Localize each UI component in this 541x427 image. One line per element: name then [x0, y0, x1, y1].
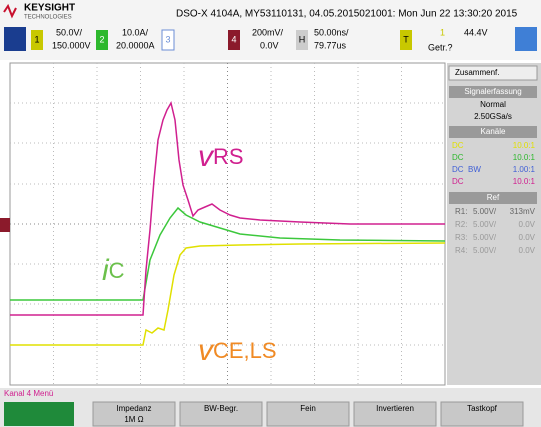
h-box[interactable] — [296, 30, 308, 50]
channel-coupling: DC — [452, 177, 464, 186]
softkey-label: BW-Begr. — [204, 404, 238, 413]
ref-scale: 5.00V/ — [473, 207, 497, 216]
channel-coupling: DC — [452, 141, 464, 150]
t-level: 44.4V — [464, 27, 488, 37]
ref-offset: 0.0V — [519, 220, 536, 229]
top-bar — [0, 0, 541, 60]
acq-rate: 2.50GSa/s — [474, 112, 512, 121]
channel-ratio: 10.0:1 — [513, 141, 536, 150]
channel-ratio: 10.0:1 — [513, 177, 536, 186]
acq-header — [449, 86, 537, 98]
softkey[interactable] — [440, 401, 524, 427]
channels-header — [449, 126, 537, 138]
brand-sub: TECHNOLOGIES — [24, 15, 72, 21]
ch4-box[interactable] — [228, 30, 240, 50]
softkey-coupling[interactable] — [4, 402, 74, 426]
logo — [3, 3, 17, 19]
t-id: T — [403, 34, 409, 44]
softkey-label: Impedanz — [116, 404, 151, 413]
channels-title: Kanäle — [481, 127, 506, 136]
h-delay: 79.77us — [314, 40, 347, 50]
channel-bw: BW — [468, 165, 481, 174]
ch2-scale: 10.0A/ — [122, 27, 149, 37]
ref-scale: 5.00V/ — [473, 233, 497, 242]
channel-coupling: DC — [452, 165, 464, 174]
ch2-box[interactable] — [96, 30, 108, 50]
ch1-scale: 50.0V/ — [56, 27, 83, 37]
ref-scale: 5.00V/ — [473, 220, 497, 229]
ref-name: R4: — [455, 246, 467, 255]
t-status: Getr.? — [428, 42, 453, 52]
annotation-vce: vCE,LS — [198, 334, 277, 367]
softkey[interactable] — [92, 401, 176, 427]
tool-icon[interactable] — [515, 27, 537, 51]
side-panel — [447, 63, 541, 385]
h-id: H — [299, 34, 306, 44]
channel-coupling: DC — [452, 153, 464, 162]
ch1-id: 1 — [34, 34, 39, 44]
softkey[interactable] — [179, 401, 263, 427]
ref-scale: 5.00V/ — [473, 246, 497, 255]
ch1-box[interactable] — [31, 30, 43, 50]
softkey-label: Invertieren — [376, 404, 414, 413]
ch4-offset: 0.0V — [260, 40, 279, 50]
ch2-id: 2 — [99, 34, 104, 44]
brand: KEYSIGHT — [24, 3, 75, 14]
t-source: 1 — [440, 27, 445, 37]
trace-ic — [10, 206, 446, 301]
panel-tab[interactable] — [448, 65, 538, 81]
ch4-marker — [0, 218, 10, 232]
ch1-offset: 150.000V — [52, 40, 91, 50]
t-box[interactable] — [400, 30, 412, 50]
channel-ratio: 10.0:1 — [513, 153, 536, 162]
ch2-offset: 20.0000A — [116, 40, 155, 50]
ch3-box[interactable] — [161, 29, 175, 51]
softkey-value: 1M Ω — [124, 415, 143, 424]
ref-name: R2: — [455, 220, 467, 229]
ch3-id: 3 — [165, 34, 170, 44]
annotation-vrs: vRS — [198, 140, 244, 173]
softkey[interactable] — [266, 401, 350, 427]
ref-offset: 0.0V — [519, 233, 536, 242]
ref-header — [449, 192, 537, 204]
panel-tab-label: Zusammenf. — [455, 68, 499, 77]
ch4-id: 4 — [231, 34, 236, 44]
annotation-ic: iC — [102, 254, 125, 287]
ref-name: R1: — [455, 207, 467, 216]
acq-mode: Normal — [480, 100, 506, 109]
acq-title: Signalerfassung — [464, 87, 521, 96]
trace-vce — [10, 242, 446, 346]
menu-icon[interactable] — [4, 27, 26, 51]
menu-title: Kanal 4 Menü — [4, 389, 53, 398]
trace-vrs — [10, 100, 445, 316]
ch4-scale: 200mV/ — [252, 27, 284, 37]
softkey-label: Tastkopf — [467, 404, 498, 413]
title: DSO-X 4104A, MY53110131, 04.05.201502100… — [176, 9, 518, 20]
ref-offset: 0.0V — [519, 246, 536, 255]
softkey[interactable] — [353, 401, 437, 427]
ref-title: Ref — [487, 193, 500, 202]
ref-name: R3: — [455, 233, 467, 242]
h-scale: 50.00ns/ — [314, 27, 349, 37]
ref-offset: 313mV — [510, 207, 536, 216]
softkey-label: Fein — [300, 404, 316, 413]
channel-ratio: 1.00:1 — [513, 165, 536, 174]
